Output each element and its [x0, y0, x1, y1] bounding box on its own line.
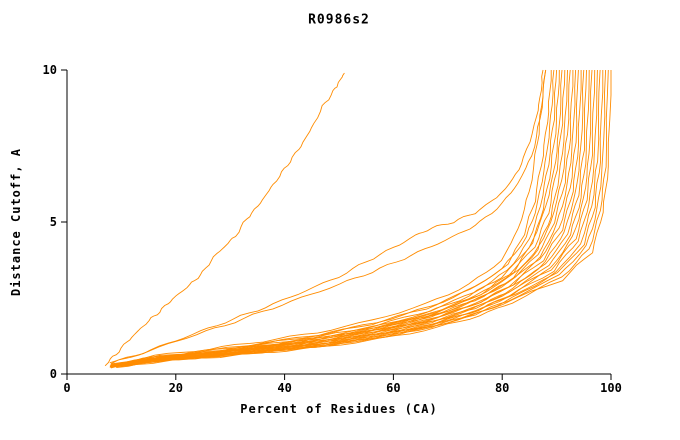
model-curve — [110, 70, 574, 367]
model-curve — [110, 69, 544, 365]
model-curve — [111, 69, 558, 367]
model-curve — [109, 69, 590, 368]
model-curve — [109, 69, 547, 364]
model-curve — [110, 69, 563, 366]
model-curve — [111, 69, 566, 366]
model-curve — [115, 69, 585, 368]
x-tick-label: 100 — [600, 381, 622, 395]
model-curve — [116, 70, 552, 366]
x-tick-label: 20 — [168, 381, 184, 395]
model-curve — [111, 69, 587, 368]
x-tick-label: 60 — [386, 381, 401, 395]
model-curve — [104, 72, 345, 367]
model-curve — [110, 69, 547, 365]
x-tick-label: 0 — [63, 381, 71, 395]
y-tick-label: 10 — [42, 63, 57, 77]
x-tick-label: 40 — [277, 381, 292, 395]
y-axis-label: Distance Cutoff, A — [9, 147, 23, 297]
model-curve — [115, 69, 568, 367]
x-axis-label: Percent of Residues (CA) — [240, 402, 438, 416]
model-curve — [116, 69, 609, 368]
model-curve — [109, 69, 598, 367]
x-tick-label: 80 — [494, 381, 510, 395]
model-curve — [110, 70, 582, 367]
model-curve — [111, 69, 596, 367]
y-tick-label: 5 — [49, 215, 57, 229]
y-tick-label: 0 — [49, 367, 57, 381]
model-curve — [109, 69, 555, 367]
model-curve — [110, 70, 612, 367]
model-curve — [110, 69, 571, 368]
model-curve — [110, 69, 579, 366]
chart-title: R0986s2 — [308, 12, 370, 28]
model-curve — [115, 69, 577, 367]
model-curve — [115, 69, 560, 367]
model-curve — [115, 69, 593, 367]
model-curve — [109, 69, 607, 368]
